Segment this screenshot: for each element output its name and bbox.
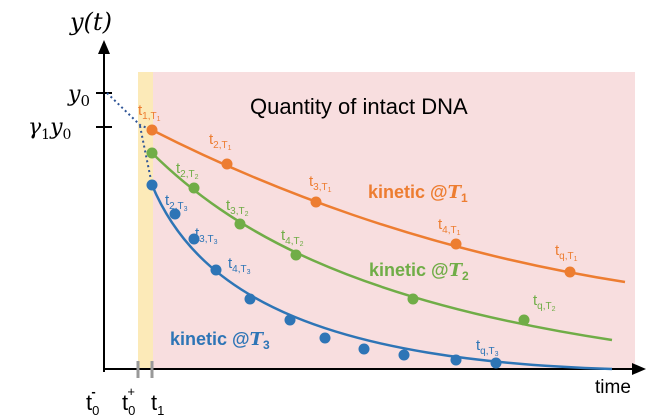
curve-2-point	[188, 182, 200, 194]
t0-plus-label: t0+	[122, 384, 135, 418]
curve-1-point	[221, 158, 233, 170]
curve-2-point-label: t4,T2	[281, 227, 304, 248]
curve-1-point	[564, 266, 576, 278]
curve-3-point	[244, 293, 256, 305]
curve-3-point	[210, 264, 222, 276]
curve-3-point-label: t3,T3	[195, 225, 218, 246]
curve-1-point-label: t2,T1	[209, 131, 232, 152]
drop-to-t1-dotted	[139, 125, 153, 186]
curve-3-point	[284, 314, 296, 326]
curve-2-point	[234, 218, 246, 230]
x-axis-label: time	[595, 377, 631, 398]
yellow-band	[138, 72, 153, 368]
curve-1	[151, 128, 626, 284]
curve-1-point	[146, 124, 158, 136]
curve-3-point	[398, 349, 410, 361]
curve-2-point-label: tq,T2	[533, 292, 556, 313]
curve-2-point	[146, 147, 158, 159]
curve-1-name: kinetic @T1	[368, 182, 468, 205]
curve-3-point-label: t4,T3	[228, 255, 251, 276]
curve-1-point-label: tq,T1	[555, 242, 578, 263]
curve-1-point-label: t1,T1	[138, 102, 161, 123]
pink-region	[152, 72, 635, 368]
t0-minus-label: t0-	[86, 384, 99, 418]
t1-label: t1	[151, 390, 164, 418]
curve-3-point	[169, 208, 181, 220]
curve-2-point	[407, 293, 419, 305]
curve-2-point	[290, 249, 302, 261]
curve-2-point	[518, 314, 530, 326]
curve-3-point	[358, 343, 370, 355]
initial-drop-dotted	[106, 92, 153, 131]
curve-1-point	[450, 238, 462, 250]
curve-2-name: kinetic @T2	[369, 260, 469, 283]
y-axis-label: y(t)	[69, 8, 112, 36]
curve-2-point-label: t2,T2	[176, 160, 199, 181]
curve-3-point	[146, 179, 158, 191]
curve-3-point	[490, 357, 502, 369]
curve-1-point-label: t4,T1	[438, 216, 461, 237]
curve-3-name: kinetic @T3	[170, 329, 270, 352]
gamma1-y0-label: γ1y0	[28, 115, 71, 143]
x-axis-arrow	[632, 363, 646, 375]
curve-3-point	[319, 332, 331, 344]
curve-1-point	[310, 196, 322, 208]
curve-3-point-label: t2,T3	[165, 192, 188, 213]
curve-1-point-label: t3,T1	[309, 173, 332, 194]
y0-label: y0	[67, 82, 90, 110]
curve-3-point	[188, 233, 200, 245]
curve-2-point-label: t3,T2	[226, 197, 249, 218]
y-axis-arrow	[98, 40, 110, 54]
curve-2	[151, 152, 613, 342]
region-title: Quantity of intact DNA	[250, 94, 468, 119]
curve-3-point	[450, 354, 462, 366]
curve-3-point-label: tq,T3	[476, 337, 499, 358]
